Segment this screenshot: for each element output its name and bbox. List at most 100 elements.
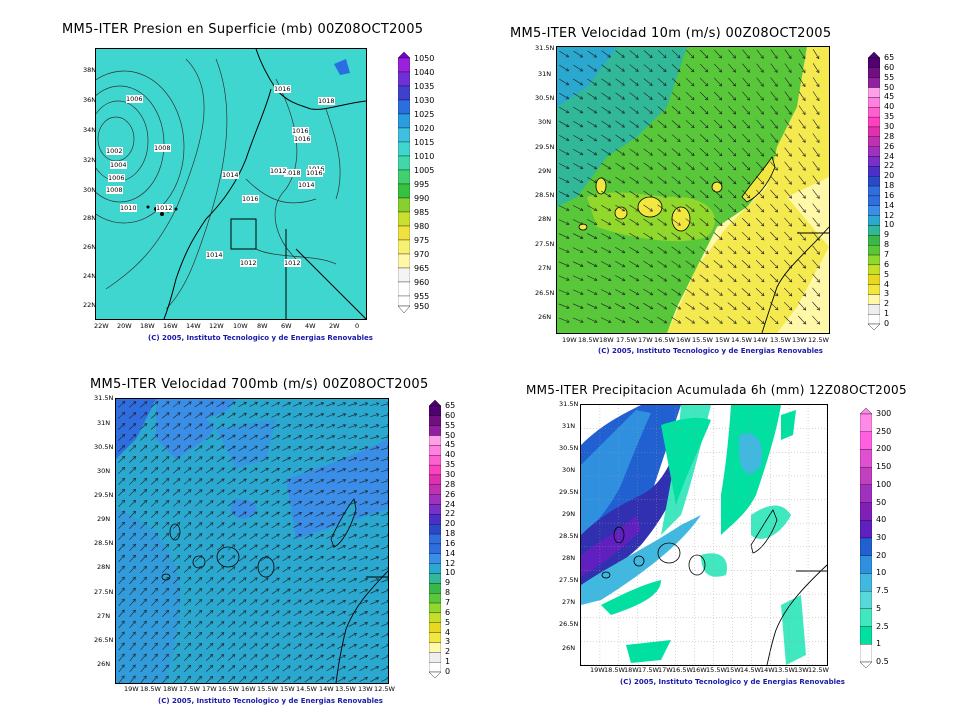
wind-arrowhead <box>342 424 347 428</box>
wind-arrow <box>671 134 681 142</box>
colorbar-label: 250 <box>876 426 892 436</box>
wind-arrowhead <box>220 577 225 581</box>
wind-arrowhead <box>774 320 779 325</box>
wind-arrowhead <box>802 251 806 255</box>
wind-arrowhead <box>154 478 159 482</box>
wind-arrow <box>699 134 709 142</box>
wind-arrow <box>249 621 258 628</box>
wind-arrow <box>657 64 667 72</box>
wind-arrowhead <box>243 566 247 570</box>
wind-arrow <box>671 92 681 100</box>
lon-tick: 14W <box>186 322 201 330</box>
wind-arrowhead <box>232 511 236 515</box>
wind-arrowhead <box>320 467 325 472</box>
wind-arrowhead <box>209 610 214 614</box>
wind-arrowhead <box>121 576 125 581</box>
wind-arrow <box>573 78 583 86</box>
wind-arrowhead <box>375 490 380 494</box>
wind-arrowhead <box>635 278 640 282</box>
wind-arrow <box>282 676 291 683</box>
wind-arrow <box>315 446 324 451</box>
wind-arrow <box>315 578 324 583</box>
wind-arrowhead <box>635 124 639 128</box>
wind-arrowhead <box>649 208 654 212</box>
wind-arrow <box>700 49 708 59</box>
wind-arrow <box>572 261 584 267</box>
wind-arrowhead <box>364 545 369 549</box>
wind-arrowhead <box>143 478 148 482</box>
wind-arrow <box>260 478 269 485</box>
wind-arrowhead <box>386 424 388 428</box>
wind-arrow <box>770 175 778 185</box>
wind700-map <box>115 398 389 684</box>
wind-arrow <box>260 402 269 407</box>
wind-arrowhead <box>320 500 325 505</box>
wind-arrowhead <box>309 445 314 450</box>
wind-arrow <box>194 467 203 474</box>
wind-arrow <box>756 91 764 101</box>
wind-arrow <box>293 577 302 584</box>
wind-arrowhead <box>816 55 820 60</box>
wind-arrow <box>558 219 570 225</box>
wind-arrowhead <box>331 577 335 582</box>
wind-arrow <box>337 490 346 495</box>
wind-arrow <box>643 218 653 226</box>
wind-arrow <box>685 302 695 310</box>
wind-arrow <box>370 677 379 682</box>
wind-arrowhead <box>607 152 612 156</box>
wind-arrowhead <box>331 643 335 648</box>
wind-arrowhead <box>209 621 214 625</box>
wind-arrowhead <box>309 577 313 582</box>
wind-arrowhead <box>774 292 779 297</box>
wind-arrow <box>573 92 583 100</box>
wind-arrowhead <box>298 445 303 450</box>
wind-arrow <box>337 479 346 484</box>
wind-arrowhead <box>342 501 347 505</box>
wind-arrowhead <box>232 456 236 460</box>
wind-arrow <box>271 566 280 573</box>
colorbar-swatch <box>429 573 441 584</box>
wind-arrow <box>558 247 570 253</box>
wind-arrowhead <box>386 600 388 604</box>
wind-arrow <box>282 435 291 440</box>
colorbar-bottom <box>429 671 441 678</box>
wind-arrow <box>172 423 181 430</box>
wind-arrow <box>714 49 722 59</box>
colorbar-swatch <box>868 205 880 216</box>
wind-arrow <box>337 424 346 429</box>
wind-arrowhead <box>287 610 291 614</box>
lon-tick: 17W <box>202 685 217 693</box>
colorbar-label: 24 <box>445 499 456 509</box>
lat-tick: 27N <box>97 612 111 620</box>
wind-arrowhead <box>132 532 136 537</box>
wind-arrowhead <box>254 489 258 493</box>
wind-arrowhead <box>265 423 269 428</box>
wind-arrow <box>587 92 597 100</box>
wind-arrowhead <box>635 194 640 198</box>
contour-label: 1002 <box>106 147 123 155</box>
wind-arrow <box>699 63 709 73</box>
wind-arrowhead <box>375 424 380 428</box>
colorbar-bottom <box>868 323 880 330</box>
wind-arrow <box>699 176 709 184</box>
wind-arrowhead <box>607 138 612 142</box>
wind-arrowhead <box>331 676 335 680</box>
colorbar-label: 1 <box>884 309 890 319</box>
wind-arrow <box>162 533 169 540</box>
wind-arrowhead <box>732 152 737 157</box>
wind-arrow <box>326 468 335 473</box>
wind-arrowhead <box>621 180 626 184</box>
wind-arrowhead <box>232 445 236 449</box>
wind-arrow <box>601 233 611 239</box>
wind-arrow <box>271 522 280 529</box>
wind-arrow <box>812 175 820 185</box>
wind-arrow <box>713 147 723 157</box>
wind-arrow <box>282 577 291 584</box>
wind-arrowhead <box>788 251 793 255</box>
wind-arrowhead <box>732 166 737 171</box>
colorbar-label: 0.5 <box>876 657 889 666</box>
wind-arrow <box>657 176 667 184</box>
wind-arrowhead <box>298 621 302 625</box>
wind-arrow <box>118 653 125 662</box>
colorbar-swatch <box>868 116 880 128</box>
